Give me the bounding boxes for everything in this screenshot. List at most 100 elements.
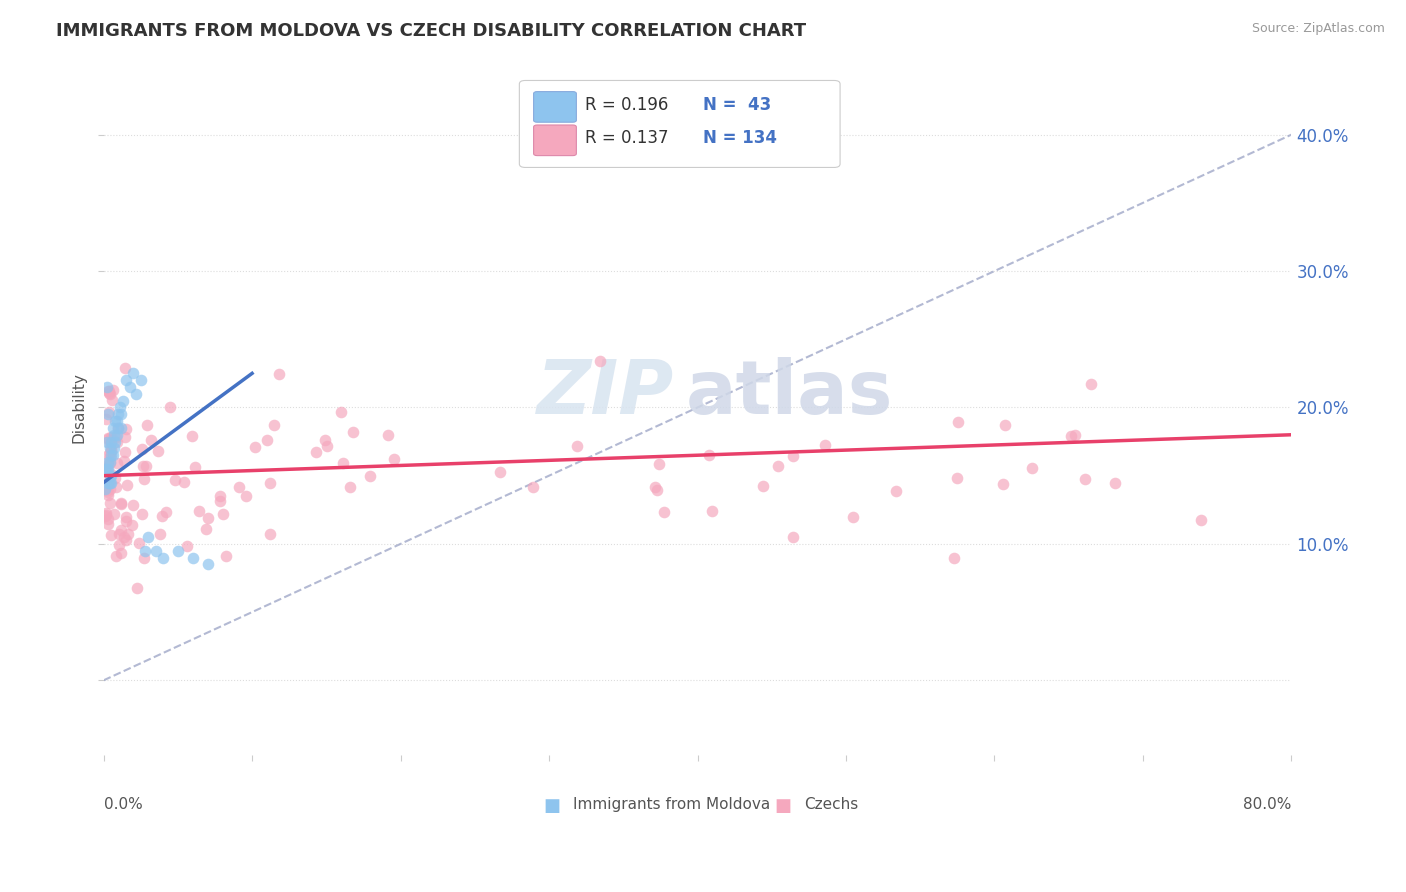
Point — [782, 449, 804, 463]
Point — [100, 442, 122, 457]
Point — [96, 380, 118, 394]
Point — [165, 473, 187, 487]
Point — [108, 401, 131, 415]
Point — [652, 505, 675, 519]
Point — [489, 466, 512, 480]
Point — [132, 550, 155, 565]
Point — [197, 558, 219, 572]
Point — [752, 479, 775, 493]
Point — [942, 550, 965, 565]
Point — [645, 483, 668, 497]
Point — [148, 444, 170, 458]
Point — [107, 421, 129, 435]
Point — [97, 488, 120, 502]
Point — [136, 417, 159, 432]
Point — [100, 430, 122, 444]
Point — [702, 504, 724, 518]
Point — [100, 448, 122, 462]
Point — [332, 456, 354, 470]
Point — [1074, 472, 1097, 486]
Point — [98, 475, 121, 490]
Point — [884, 484, 907, 499]
Point — [304, 444, 326, 458]
Point — [132, 472, 155, 486]
Point — [1060, 429, 1083, 443]
Text: Czechs: Czechs — [804, 797, 859, 812]
Point — [152, 550, 174, 565]
Point — [96, 483, 118, 497]
Y-axis label: Disability: Disability — [72, 372, 86, 443]
Point — [97, 407, 120, 421]
Text: ■: ■ — [543, 797, 560, 815]
Point — [107, 407, 129, 421]
Point — [101, 393, 124, 408]
Point — [97, 384, 120, 398]
Point — [98, 468, 121, 483]
Point — [139, 434, 162, 448]
Point — [589, 354, 612, 368]
Point — [115, 514, 138, 528]
FancyBboxPatch shape — [534, 92, 576, 122]
Point — [766, 458, 789, 473]
Point — [648, 457, 671, 471]
Point — [96, 485, 118, 500]
Point — [131, 508, 153, 522]
Point — [94, 462, 117, 476]
Point — [110, 523, 132, 537]
Point — [98, 450, 121, 464]
Point — [112, 454, 135, 468]
Point — [104, 430, 127, 444]
Point — [98, 496, 121, 510]
Point — [105, 434, 128, 449]
Point — [104, 480, 127, 494]
Point — [110, 421, 132, 435]
Point — [382, 452, 405, 467]
Point — [114, 533, 136, 548]
Point — [180, 429, 202, 443]
Point — [98, 442, 121, 456]
Point — [522, 480, 544, 494]
Text: R = 0.137: R = 0.137 — [585, 129, 668, 147]
Point — [209, 489, 232, 503]
Point — [342, 425, 364, 439]
Point — [243, 440, 266, 454]
Point — [110, 497, 132, 511]
FancyBboxPatch shape — [519, 80, 839, 168]
Point — [782, 530, 804, 544]
Point — [115, 373, 138, 387]
Point — [110, 407, 132, 421]
Point — [97, 386, 120, 401]
Point — [100, 434, 122, 449]
Point — [98, 387, 121, 401]
Text: 0.0%: 0.0% — [104, 797, 142, 812]
Point — [115, 478, 138, 492]
Point — [377, 428, 399, 442]
Point — [145, 543, 167, 558]
Point — [97, 512, 120, 526]
Point — [945, 471, 967, 485]
Point — [105, 427, 128, 442]
Point — [1104, 476, 1126, 491]
Text: Immigrants from Moldova: Immigrants from Moldova — [572, 797, 770, 812]
Point — [1189, 513, 1212, 527]
Point — [120, 380, 142, 394]
Point — [314, 433, 336, 447]
Point — [1080, 376, 1102, 391]
Point — [188, 503, 211, 517]
Point — [98, 455, 121, 469]
Point — [111, 393, 134, 408]
Point — [1021, 461, 1043, 475]
Text: N =  43: N = 43 — [703, 95, 772, 114]
Text: atlas: atlas — [686, 357, 893, 430]
Point — [134, 543, 156, 558]
Point — [108, 538, 131, 552]
Point — [110, 496, 132, 510]
Point — [101, 421, 124, 435]
Point — [100, 468, 122, 483]
Point — [112, 530, 135, 544]
Point — [94, 506, 117, 520]
Point — [105, 549, 128, 563]
Point — [122, 499, 145, 513]
Point — [97, 431, 120, 445]
Point — [842, 510, 865, 524]
